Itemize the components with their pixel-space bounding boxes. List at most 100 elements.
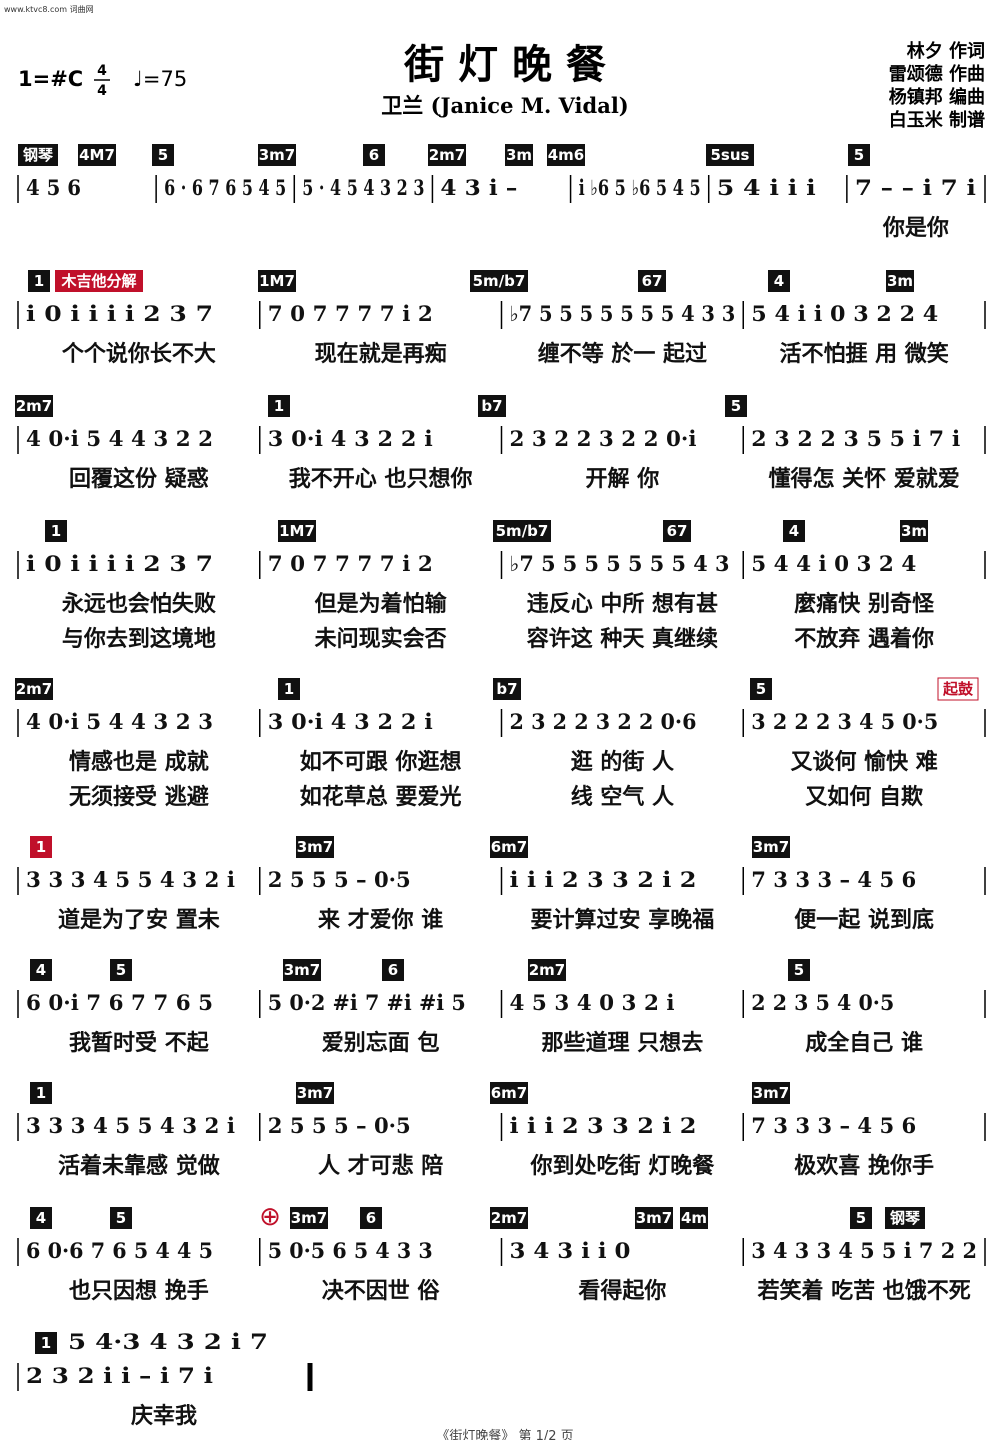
chord-label: 6m7 [491,838,528,856]
chord-label: 6 [369,146,379,164]
lyric: 极欢喜 挽你手 [794,1153,934,1179]
chord-label: 2m7 [16,397,53,415]
chord-label: 5 [856,1209,866,1227]
lyric: 我暂时受 不起 [69,1030,210,1056]
chord-box [505,144,533,166]
measure-notes: 3 2 2 2 3 4 5 0·5 [751,709,938,734]
measure-notes: i i i 2 3 3 2 i 2 [510,1113,697,1138]
chord-label: 2m7 [16,680,53,698]
chord-label: 5 [854,146,864,164]
chord-box [283,959,321,981]
chord-box [490,1207,528,1229]
chord-box [750,678,772,700]
measure-notes: 6 0·6 7 6 5 4 4 5 [26,1238,213,1263]
chord-box [78,144,116,166]
chord-label: 起鼓 [942,680,974,698]
chord-box [45,520,67,542]
measure-notes: 2 3 2 2 3 2 2 0·6 [510,709,697,734]
chord-label: 1 [34,272,44,290]
measure-notes: 4 3 i – [440,175,517,200]
chord-label: 5 [731,397,741,415]
chord-box [885,1207,925,1229]
measure-notes: 5 4 i i i [717,175,816,200]
chord-box [152,144,174,166]
measure-notes: 5 · 4 5 4 3 2 3 [302,175,424,200]
chord-label: b7 [481,397,502,415]
credit: 雷颂德 作曲 [889,63,985,85]
chord-box [35,1332,57,1354]
chord-box [635,1207,673,1229]
chord-box [30,1207,52,1229]
chord-box [28,270,50,292]
chord-label: 6 [388,961,398,979]
chord-label: 4 [36,961,46,979]
chord-label: 5 [116,1209,126,1227]
chord-label: 1 [36,838,46,856]
chord-box [360,1207,382,1229]
chord-box [725,395,747,417]
measure-notes: 7 0 7 7 7 7 i 2 [268,551,433,576]
coda-sign: ⊕ [259,1202,281,1232]
chord-box [547,144,585,166]
chord-label: 5sus [711,146,750,164]
lyric: 那些道理 只想去 [542,1030,704,1056]
chord-box [110,959,132,981]
measure-notes: 7 3 3 3 – 4 5 6 [751,867,916,892]
chord-label: 3m [506,146,532,164]
chord-box [848,144,870,166]
lyric: 便一起 说到底 [794,907,934,933]
lyric: 逛 的街 人 [571,749,674,775]
measure-notes: 2 2 3 5 4 0·5 [751,990,894,1015]
measure-notes: 3 0·i 4 3 2 2 i [268,426,433,451]
chord-label: 5m/b7 [496,522,549,540]
upper-notes: 5 4·3 4 3 2 i 7 [68,1329,268,1354]
chord-label: 5 [158,146,168,164]
measure-notes: 5 0·2 #i 7 #i #i 5 [268,990,466,1015]
chord-box [15,678,53,700]
chord-label: 5m/b7 [473,272,526,290]
lyric: 容许这 种天 真继续 [527,626,718,652]
lyric: 缠不等 於一 起过 [538,341,707,367]
chord-label: 4m [681,1209,707,1227]
measure-notes: ♭7 5 5 5 5 5 5 5 4 3 [510,551,730,576]
lyric: 活着未靠感 觉做 [58,1153,221,1179]
lyric: 无须接受 逃避 [69,784,209,810]
footer: 《街灯晚餐》 第 1/2 页 [436,1428,573,1440]
measure-notes: 3 3 3 4 5 5 4 3 2 i [26,1113,235,1138]
lyric: 成全自己 谁 [805,1030,923,1056]
chord-box [290,1207,328,1229]
measure-notes: 3 3 3 4 5 5 4 3 2 i [26,867,235,892]
lyric: 活不怕捱 用 微笑 [779,341,948,367]
chord-box [296,1082,334,1104]
chord-box [493,520,551,542]
lyric: 如花草总 要爱光 [300,784,462,810]
chord-label: 3m [901,522,927,540]
lyric: 回覆这份 疑惑 [69,466,209,492]
chord-box [752,836,790,858]
credit: 杨镇邦 编曲 [889,86,985,108]
lyric: 人 才可悲 陪 [318,1153,443,1179]
lyric: 庆幸我 [131,1403,197,1429]
chord-box [663,520,691,542]
chord-label: 2m7 [529,961,566,979]
measure-notes: 4 0·i 5 4 4 3 2 3 [26,709,213,734]
lyric: 与你去到这境地 [62,626,216,652]
chord-box [55,270,143,292]
chord-label: 67 [667,522,688,540]
chord-label: 6 [366,1209,376,1227]
chord-label: 钢琴 [23,146,54,164]
measure-notes: 6 · 6 7 6 5 4 5 [164,175,286,200]
measure-notes: 4 5 3 4 0 3 2 i [510,990,675,1015]
chord-box [382,959,404,981]
lyric: 现在就是再痴 [315,341,447,367]
chord-label: 钢琴 [890,1209,921,1227]
chord-box [110,1207,132,1229]
chord-label: 3m7 [284,961,321,979]
chord-label: 1M7 [259,272,295,290]
chord-box [278,520,316,542]
measure-notes: 6 0·i 7 6 7 7 6 5 [26,990,213,1015]
lyric: 爱别忘面 包 [322,1030,440,1056]
chord-box [680,1207,708,1229]
title: 街 灯 晚 餐 [403,41,606,88]
chord-label: 1 [274,397,284,415]
